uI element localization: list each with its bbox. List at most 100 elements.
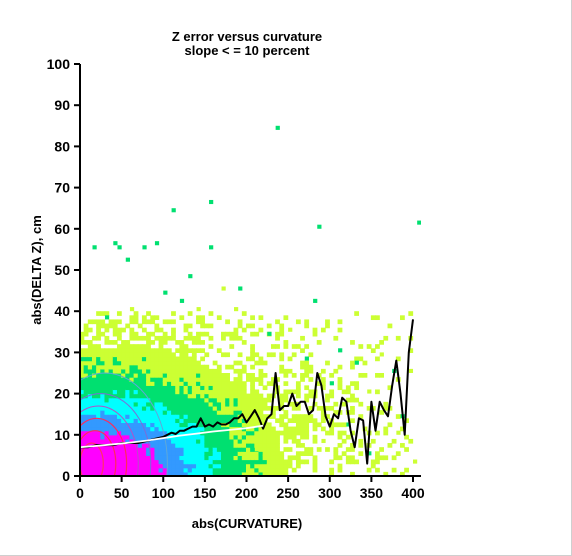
outlier-cell xyxy=(125,257,130,262)
heat-cell xyxy=(291,352,297,358)
heat-cell xyxy=(121,443,126,448)
heat-cell xyxy=(254,331,260,337)
heat-cell xyxy=(116,331,122,337)
heat-cell xyxy=(175,418,181,424)
heat-cell xyxy=(125,385,131,391)
heat-cell xyxy=(175,340,181,345)
heat-cell xyxy=(121,381,126,386)
heat-cell xyxy=(250,459,255,465)
heat-cell xyxy=(316,373,322,378)
heat-cell xyxy=(141,327,147,333)
heat-cell xyxy=(283,463,289,469)
heat-cell xyxy=(300,348,305,353)
heat-cell xyxy=(125,426,131,432)
heat-cell xyxy=(345,389,351,395)
heat-cell xyxy=(295,385,301,391)
heat-cell xyxy=(83,422,89,428)
heat-cell xyxy=(104,327,110,333)
heat-cell xyxy=(391,467,397,473)
heat-cell xyxy=(171,368,176,374)
heat-cell xyxy=(283,422,289,428)
heat-cell xyxy=(212,377,218,382)
heat-cell xyxy=(183,368,189,374)
heat-cell xyxy=(116,418,122,424)
heat-cell xyxy=(100,414,106,419)
heat-cell xyxy=(104,467,110,473)
outlier-cell xyxy=(321,438,326,444)
heat-cell xyxy=(216,426,222,432)
heat-cell xyxy=(300,443,305,448)
heat-cell xyxy=(133,331,139,337)
heat-cell xyxy=(204,385,210,391)
heat-cell xyxy=(196,385,201,391)
heat-cell xyxy=(112,356,118,362)
heat-cell xyxy=(237,397,243,403)
heat-cell xyxy=(270,405,276,411)
heat-cell xyxy=(108,459,114,465)
heat-cell xyxy=(204,401,210,407)
heat-cell xyxy=(258,410,264,415)
heat-cell xyxy=(300,377,305,382)
heat-cell xyxy=(233,455,239,461)
heat-cell xyxy=(121,368,126,374)
heat-cell xyxy=(162,459,168,465)
heat-cell xyxy=(191,463,197,469)
heat-cell xyxy=(350,443,355,448)
heat-cell xyxy=(300,422,305,428)
heat-cell xyxy=(250,373,255,378)
heat-cell xyxy=(100,434,106,440)
heat-cell xyxy=(125,393,131,399)
heat-cell xyxy=(154,377,160,382)
heat-cell xyxy=(196,381,201,386)
outlier-cell xyxy=(367,389,372,394)
heat-cell xyxy=(171,455,176,461)
heat-cell xyxy=(87,364,93,370)
x-tick-label: 50 xyxy=(114,485,130,501)
heat-cell xyxy=(154,397,160,403)
heat-cell xyxy=(241,471,247,476)
heat-cell xyxy=(175,422,181,428)
heat-cell xyxy=(262,385,268,391)
heat-cell xyxy=(183,422,189,428)
heat-cell xyxy=(233,430,239,436)
heat-cell xyxy=(183,471,189,476)
heat-cell xyxy=(350,381,355,386)
heat-cell xyxy=(133,455,139,461)
heat-cell xyxy=(304,418,310,424)
heat-cell xyxy=(158,373,164,378)
heat-cell xyxy=(171,438,176,444)
heat-cell xyxy=(104,373,110,378)
heat-cell xyxy=(258,360,264,366)
heat-cell xyxy=(137,356,143,362)
heat-cell xyxy=(241,447,247,452)
heat-cell xyxy=(291,455,297,461)
y-tick-label: 80 xyxy=(54,138,70,154)
heat-cell xyxy=(283,414,289,419)
heat-cell xyxy=(279,393,285,399)
heat-cell xyxy=(91,335,97,341)
heat-cell xyxy=(179,438,185,444)
heat-cell xyxy=(179,340,185,345)
heat-cell xyxy=(221,438,226,444)
heat-cell xyxy=(158,451,164,456)
heat-cell xyxy=(350,430,355,436)
outlier-cell xyxy=(129,307,135,312)
heat-cell xyxy=(325,405,330,411)
heat-cell xyxy=(133,344,139,349)
heat-cell xyxy=(96,327,101,333)
heat-cell xyxy=(162,414,168,419)
heat-cell xyxy=(216,422,222,428)
heat-cell xyxy=(341,401,347,407)
heat-cell xyxy=(87,467,93,473)
heat-cell xyxy=(254,418,260,424)
heat-cell xyxy=(121,352,126,358)
density-contours xyxy=(80,372,168,476)
heat-cell xyxy=(141,360,147,366)
heat-cell xyxy=(270,455,276,461)
heat-cell xyxy=(104,352,110,358)
outlier-cell xyxy=(209,199,214,205)
heat-cell xyxy=(133,368,139,374)
heat-cell xyxy=(87,385,93,391)
heat-cell xyxy=(179,356,185,362)
heat-cell xyxy=(116,443,122,448)
